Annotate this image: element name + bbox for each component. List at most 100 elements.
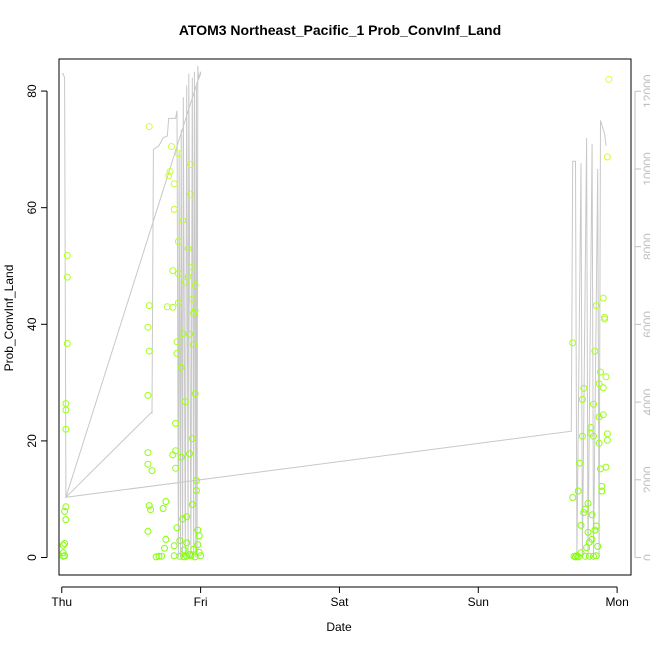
axes-layer: Thu Fri Sat Sun Mon 0 20 40 60 80 0 2000 4000 6000 800… — [25, 74, 650, 609]
data-point — [172, 419, 180, 427]
data-point — [191, 390, 199, 398]
data-point — [587, 424, 595, 431]
line-series-layer — [61, 65, 607, 558]
data-point — [598, 482, 606, 490]
data-point — [162, 498, 170, 505]
y-axis-label: Prob_ConvInf_Land — [2, 265, 16, 372]
secondary-y-tick-label: 8000 — [641, 233, 650, 260]
data-point — [63, 273, 71, 281]
data-point — [190, 545, 198, 553]
data-point — [578, 432, 586, 440]
data-point — [173, 524, 181, 532]
data-point — [181, 398, 189, 406]
data-point — [588, 511, 596, 519]
data-point — [591, 526, 599, 534]
data-point — [602, 373, 610, 381]
data-point — [569, 494, 577, 501]
data-point — [177, 453, 185, 461]
data-point — [598, 487, 606, 495]
data-point — [188, 435, 196, 443]
data-point — [183, 539, 191, 547]
data-point — [605, 75, 613, 83]
data-point — [144, 460, 152, 468]
data-point — [172, 447, 180, 455]
data-point — [62, 406, 70, 414]
data-point — [144, 391, 152, 399]
data-point — [576, 459, 584, 467]
data-point — [188, 295, 196, 303]
secondary-y-tick-label: 0 — [641, 554, 650, 561]
secondary-y-tick-label: 6000 — [641, 311, 650, 338]
data-point — [592, 302, 600, 310]
data-point — [174, 299, 182, 307]
data-point — [184, 273, 192, 280]
x-tick-label: Sat — [330, 595, 349, 609]
data-point — [166, 168, 174, 175]
data-point — [63, 252, 71, 259]
data-point — [162, 535, 170, 543]
data-point — [578, 396, 586, 403]
data-point — [161, 544, 168, 552]
data-point — [603, 436, 611, 444]
data-point — [170, 552, 178, 560]
data-point — [581, 552, 589, 560]
data-point — [186, 330, 193, 338]
data-point — [197, 552, 205, 560]
data-point — [595, 413, 603, 421]
data-point — [173, 349, 181, 357]
data-point — [195, 548, 203, 556]
data-point — [176, 537, 184, 545]
data-point — [174, 270, 182, 278]
plot-frame — [58, 58, 632, 576]
data-point — [62, 516, 70, 524]
data-point — [187, 552, 195, 560]
data-point — [159, 505, 167, 512]
data-point — [580, 384, 588, 392]
data-point — [173, 338, 181, 346]
data-point — [599, 384, 607, 392]
data-point — [572, 553, 579, 561]
data-point — [181, 278, 189, 286]
x-tick-label: Fri — [194, 595, 208, 609]
data-point — [62, 425, 70, 433]
data-point — [577, 549, 585, 557]
data-point — [147, 506, 155, 514]
data-point — [187, 190, 195, 198]
secondary-y-tick-label: 10000 — [641, 152, 650, 186]
data-point — [191, 281, 199, 289]
data-point — [603, 430, 611, 438]
data-point — [590, 552, 597, 560]
data-point — [168, 143, 175, 150]
data-point — [574, 487, 582, 495]
secondary-y-tick-label: 4000 — [641, 388, 650, 415]
data-point — [591, 347, 599, 355]
y-tick-label: 60 — [25, 201, 39, 215]
data-point — [145, 123, 153, 131]
y-tick-label: 20 — [25, 434, 39, 448]
data-point — [190, 341, 198, 349]
data-point — [581, 505, 589, 513]
data-point — [174, 150, 182, 157]
data-point — [145, 502, 153, 510]
data-point — [155, 552, 163, 560]
data-point — [61, 540, 69, 547]
data-point — [584, 499, 592, 507]
data-point — [583, 544, 591, 552]
data-point — [61, 507, 69, 515]
data-point — [144, 527, 152, 535]
x-tick-label: Sun — [468, 595, 489, 609]
secondary-y-tick-label: 2000 — [641, 466, 650, 493]
data-point — [194, 541, 202, 549]
chart-title: ATOM3 Northeast_Pacific_1 Prob_ConvInf_L… — [179, 22, 501, 38]
data-point — [187, 161, 195, 168]
data-point — [195, 532, 203, 540]
data-point — [61, 552, 69, 560]
data-point — [188, 501, 196, 508]
data-point — [590, 400, 597, 408]
y-tick-label: 80 — [25, 84, 39, 98]
data-point — [191, 306, 199, 314]
data-point — [170, 542, 178, 550]
data-point — [577, 521, 585, 529]
data-point — [601, 313, 609, 321]
data-point — [588, 535, 596, 543]
